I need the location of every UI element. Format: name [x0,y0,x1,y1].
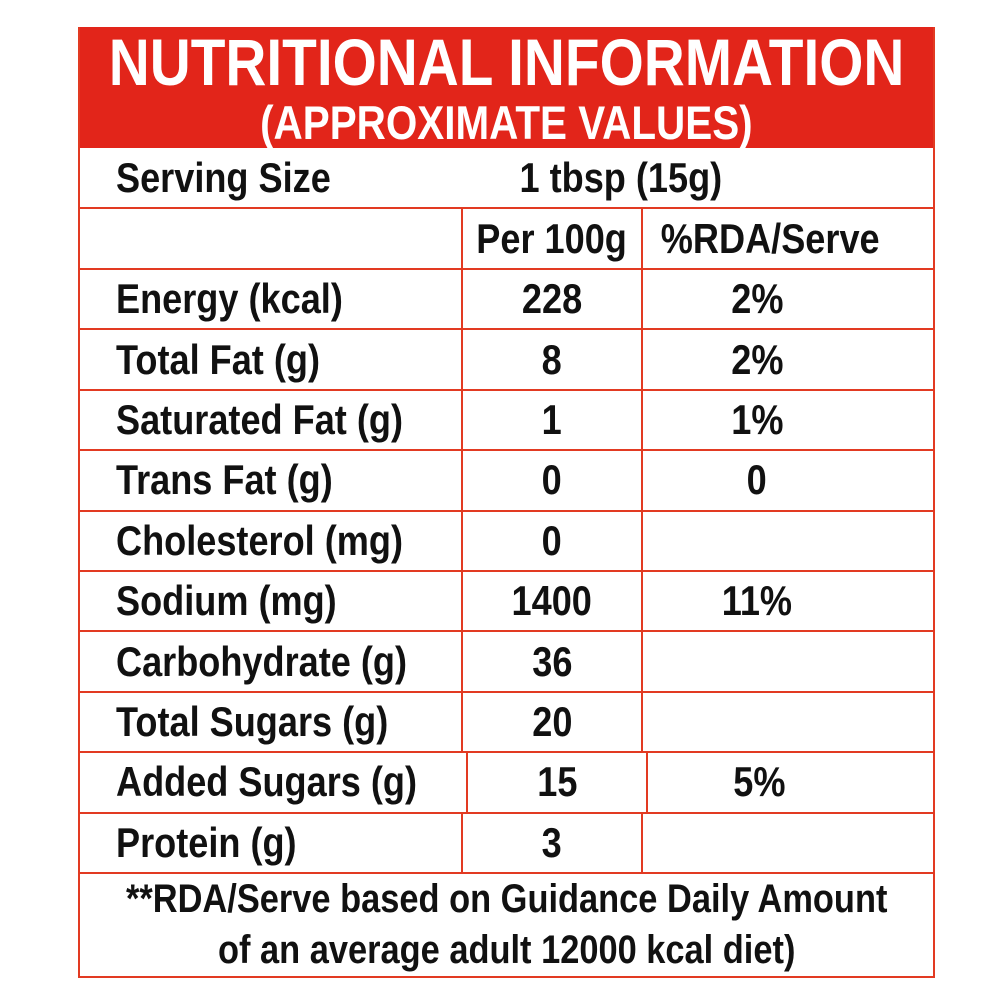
nutrient-label: Trans Fat (g) [116,456,333,504]
nutrition-subtitle: (APPROXIMATE VALUES) [260,96,753,150]
per-100g-value-cell: 36 [461,632,643,691]
rda-value-cell: 1% [643,391,933,449]
nutrient-label-cell: Trans Fat (g) [80,451,461,509]
nutrient-label-cell: Cholesterol (mg) [80,512,461,570]
column-header-per-100g: Per 100g [476,214,628,262]
nutrient-label: Carbohydrate (g) [116,637,407,685]
per-100g-value: 1400 [511,577,593,625]
rda-value-cell [643,632,933,690]
nutrient-label: Total Fat (g) [116,335,320,383]
nutrient-label: Added Sugars (g) [116,758,418,806]
rda-value-cell [643,512,933,570]
nutrient-label: Total Sugars (g) [116,697,389,745]
serving-size-row: Serving Size 1 tbsp (15g) [80,148,933,207]
per-100g-value: 8 [541,335,563,383]
per-100g-value: 1 [541,395,563,443]
per-100g-value-cell: 1 [461,390,643,450]
nutrient-label: Cholesterol (mg) [116,516,403,564]
rda-value: 2% [730,335,784,383]
nutrient-label-cell: Added Sugars (g) [80,753,466,811]
nutrient-label-cell: Carbohydrate (g) [80,632,461,690]
per-100g-value: 20 [531,697,573,745]
column-header-per-100g-cell: Per 100g [461,209,643,268]
column-header-row: Per 100g %RDA/Serve [80,207,933,268]
table-row: Added Sugars (g) 15 5% [80,751,933,812]
per-100g-value: 36 [531,637,573,685]
per-100g-value-cell: 8 [461,330,643,389]
column-header-rda-serve-cell: %RDA/Serve [643,209,959,268]
per-100g-value: 3 [541,818,563,866]
table-row: Total Fat (g) 8 2% [80,328,933,389]
table-row: Cholesterol (mg) 0 [80,509,933,570]
rda-value-cell: 2% [643,330,933,388]
nutrient-label: Saturated Fat (g) [116,395,403,443]
per-100g-value: 0 [541,516,563,564]
table-row: Total Sugars (g) 20 [80,690,933,752]
nutrient-label-cell: Sodium (mg) [80,572,461,630]
nutrient-label-cell: Energy (kcal) [80,270,461,328]
serving-size-label-cell: Serving Size [80,148,461,207]
per-100g-value-cell: 15 [466,753,649,812]
nutrient-label-cell: Protein (g) [80,814,461,872]
table-row: Protein (g) 3 [80,811,933,872]
nutrient-label-cell: Saturated Fat (g) [80,391,461,449]
rda-value: 5% [733,758,786,806]
per-100g-value-cell: 20 [461,692,643,752]
rda-value-cell: 2% [643,270,933,328]
rda-value-cell [643,693,933,751]
serving-size-value-cell: 1 tbsp (15g) [461,148,781,207]
footnote-line-2: of an average adult 12000 kcal diet) [217,928,796,973]
serving-size-label: Serving Size [116,153,331,201]
nutrition-title: NUTRITIONAL INFORMATION [108,24,905,99]
table-row: Carbohydrate (g) 36 [80,630,933,691]
table-row: Energy (kcal) 228 2% [80,268,933,329]
per-100g-value: 15 [536,758,578,806]
rda-value-cell: 11% [643,572,933,630]
column-header-empty-cell [80,209,461,268]
per-100g-value-cell: 228 [461,270,643,329]
nutrient-label: Protein (g) [116,818,297,866]
rda-value-cell: 5% [648,753,933,811]
footnote-line-1: **RDA/Serve based on Guidance Daily Amou… [125,876,888,921]
per-100g-value-cell: 1400 [461,571,643,631]
rda-value-cell: 0 [643,451,933,509]
rda-value-cell [643,814,933,872]
rda-value: 2% [730,275,784,323]
rda-value: 1% [730,395,784,443]
per-100g-value-cell: 0 [461,511,643,570]
nutrition-panel: NUTRITIONAL INFORMATION (APPROXIMATE VAL… [78,27,935,978]
footnote: **RDA/Serve based on Guidance Daily Amou… [80,871,933,976]
nutrient-label: Sodium (mg) [116,577,337,625]
per-100g-value: 228 [521,275,583,323]
table-row: Trans Fat (g) 0 0 [80,449,933,510]
rda-value: 11% [721,577,793,625]
per-100g-value-cell: 3 [461,813,643,872]
nutrient-label-cell: Total Sugars (g) [80,693,461,751]
nutrition-header: NUTRITIONAL INFORMATION (APPROXIMATE VAL… [80,27,933,148]
rda-value: 0 [746,456,768,504]
nutrient-label: Energy (kcal) [116,275,343,323]
per-100g-value: 0 [541,456,563,504]
table-row: Sodium (mg) 1400 11% [80,569,933,631]
serving-size-value: 1 tbsp (15g) [519,153,723,201]
nutrient-label-cell: Total Fat (g) [80,330,461,388]
table-row: Saturated Fat (g) 1 1% [80,388,933,450]
column-header-rda-serve: %RDA/Serve [660,214,880,262]
per-100g-value-cell: 0 [461,451,643,510]
